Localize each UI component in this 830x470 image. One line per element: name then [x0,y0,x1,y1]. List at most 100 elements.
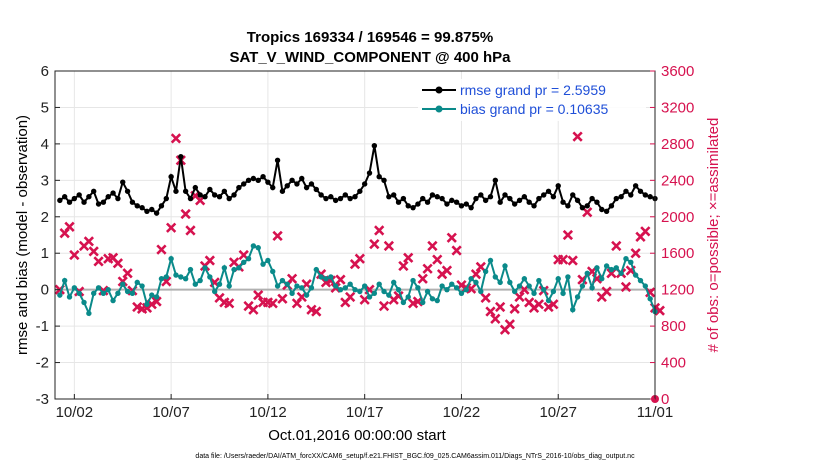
obs-cross-marker [611,240,622,252]
obs-cross-marker [557,254,569,265]
rmse-point [202,194,208,200]
rmse-point [507,195,513,202]
bias-point [110,297,116,304]
bias-point [202,265,208,271]
bias-point [410,277,416,284]
obs-cross-marker [253,289,264,301]
obs-cross-marker [335,274,346,285]
obs-cross-marker [519,284,530,295]
obs-cross-marker [151,296,162,307]
y-tick-label: 3 [41,172,49,189]
bias-point [182,276,189,282]
rmse-point [216,194,223,200]
obs-cross-marker [417,273,428,284]
bias-point [444,286,450,293]
bias-point [149,292,155,298]
rmse-point [182,188,189,194]
y-right-tick-label: 400 [661,355,686,372]
rmse-point [429,192,436,198]
y-tick-label: 0 [41,282,49,299]
bias-point [603,263,610,269]
y-tick-label: 1 [41,245,49,262]
rmse-point [395,199,402,205]
bias-point [158,276,165,282]
bias-point [236,265,242,271]
rmse-point [391,192,397,198]
bias-point [303,292,310,298]
bias-point [76,290,82,297]
bias-point [61,277,68,284]
rmse-point [347,195,353,202]
bias-point [163,274,169,280]
rmse-point [463,201,469,207]
rmse-point [579,204,586,211]
rmse-point [110,190,116,196]
obs-cross-marker [383,240,395,252]
rmse-point [555,183,561,189]
obs-cross-marker [156,244,167,255]
rmse-point [366,170,373,176]
rmse-point [502,192,508,198]
bias-point [241,259,247,266]
obs-cross-marker [567,255,578,266]
rmse-point [303,184,310,191]
obs-cross-marker [301,279,312,290]
rmse-point [637,188,644,194]
rmse-point [376,173,382,180]
bias-point [628,259,634,266]
rmse-point [434,194,440,200]
rmse-point [323,195,329,202]
bias-point [497,279,503,286]
y-right-tick-label: 3200 [661,99,694,116]
rmse-point [120,179,126,185]
obs-cross-marker [277,293,288,304]
bias-point [270,268,276,275]
obs-cross-marker [83,236,95,247]
bias-point [187,266,194,273]
bias-point [260,261,266,267]
rmse-point [473,195,479,202]
bias-point [618,270,624,276]
chart-subtitle: SAT_V_WIND_COMPONENT @ 400 hPa [229,49,511,66]
rmse-point [221,188,228,194]
chart-title: Tropics 169334 / 169546 = 99.875% [247,29,493,46]
data-file-footnote: data file: /Users/raeder/DAI/ATM_forcXX/… [195,453,635,460]
bias-point [139,283,145,289]
rmse-point [589,195,595,202]
obs-cross-marker [369,238,380,250]
obs-cross-marker [224,298,235,309]
obs-cross-marker [620,281,632,293]
obs-cross-marker [345,291,356,303]
rmse-point [420,195,426,202]
rmse-point [236,184,242,191]
bias-point [91,290,97,297]
bias-point [347,281,353,287]
rmse-point [279,188,286,194]
obs-cross-marker [88,246,99,257]
bias-point [584,270,590,276]
obs-cross-marker [533,299,545,310]
rmse-point [299,175,305,182]
rmse-point [439,195,445,202]
rmse-point [265,179,271,185]
rmse-point [478,192,484,198]
y-right-tick-label: 2000 [661,209,694,226]
bias-point [192,281,199,287]
bias-point [274,283,281,289]
bias-point [449,281,455,287]
legend-bias-marker [435,105,443,113]
rmse-point [313,186,319,193]
bias-point [473,279,479,286]
bias-point [492,274,499,280]
rmse-point [115,195,121,202]
obs-cross-marker [64,221,75,232]
y-tick-label: -1 [36,318,49,335]
axes-frame [54,70,656,400]
bias-point [400,299,407,306]
rmse-series-line [59,145,656,215]
rmse-point [168,173,174,180]
bias-point [642,283,649,289]
obs-cross-marker [248,304,259,315]
bias-point [105,286,111,293]
